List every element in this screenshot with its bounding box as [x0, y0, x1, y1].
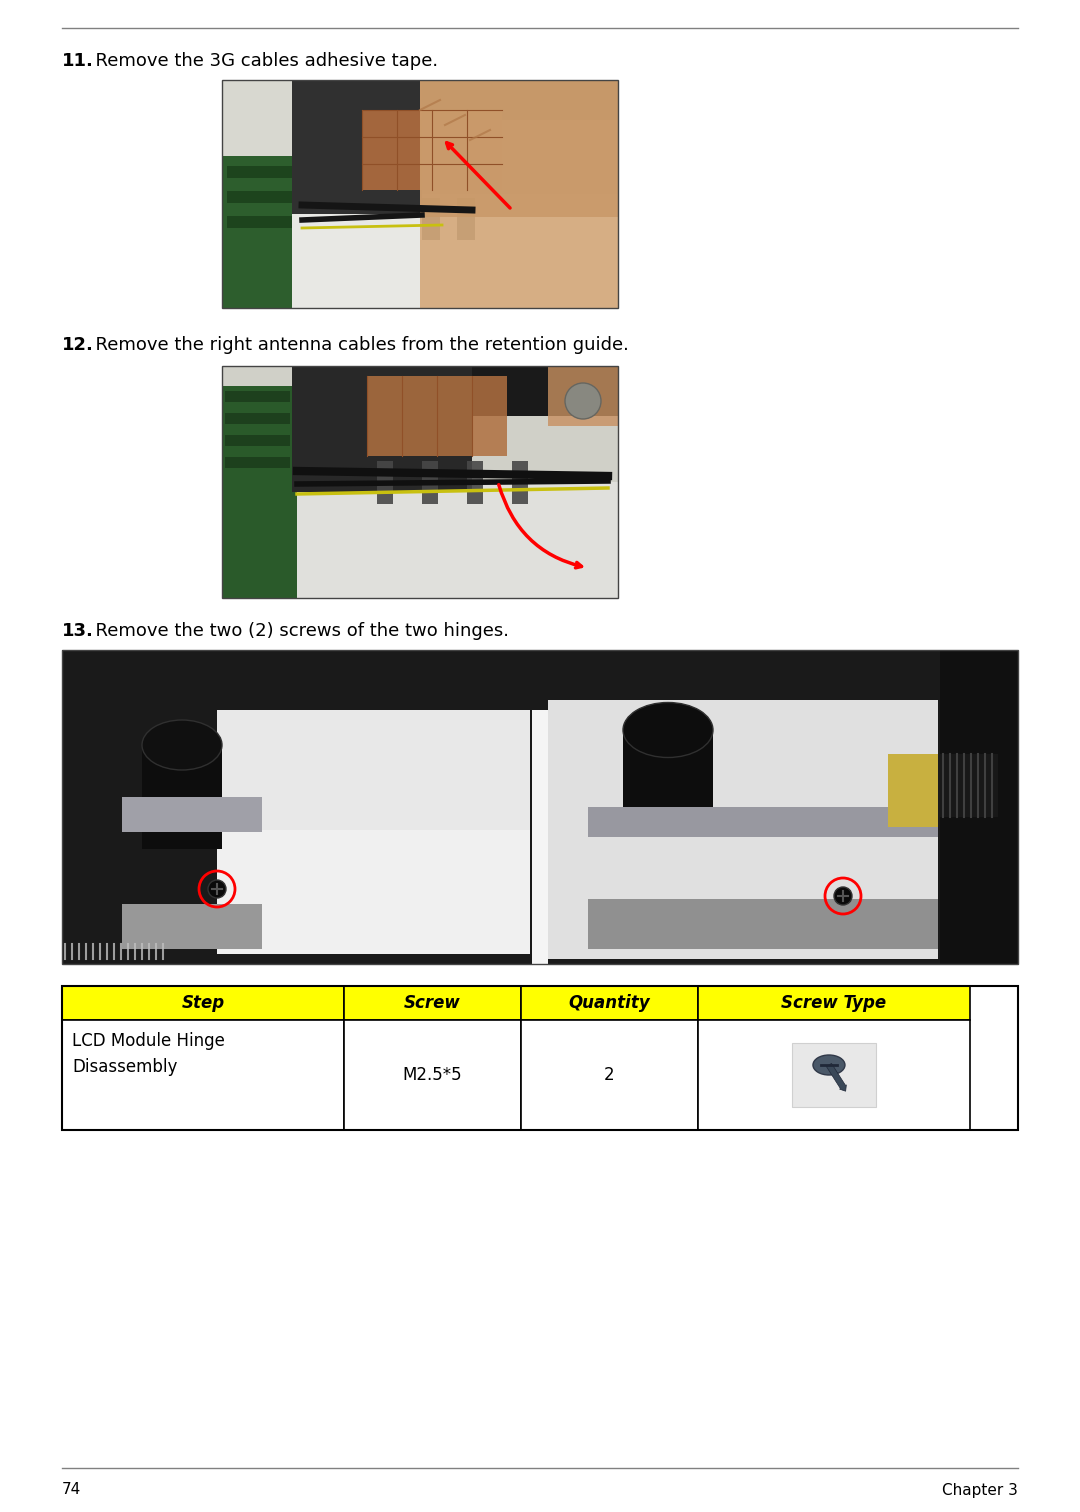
Bar — [345, 1021, 521, 1129]
Bar — [422, 198, 440, 240]
Ellipse shape — [623, 703, 713, 758]
Bar — [122, 797, 262, 832]
Text: 11.: 11. — [62, 51, 94, 70]
Bar — [940, 650, 1018, 965]
Bar — [362, 110, 502, 191]
Bar — [227, 191, 292, 203]
Ellipse shape — [141, 720, 222, 770]
Bar — [521, 986, 698, 1021]
Bar — [698, 986, 970, 1021]
Bar — [698, 1021, 970, 1129]
Text: 74: 74 — [62, 1482, 81, 1497]
Bar — [548, 366, 618, 426]
Bar — [222, 80, 618, 308]
Bar — [420, 80, 618, 308]
Text: Screw Type: Screw Type — [782, 993, 887, 1012]
Text: 12.: 12. — [62, 336, 94, 354]
Bar — [345, 986, 521, 1021]
Bar — [62, 650, 1018, 965]
Bar — [457, 198, 475, 240]
Text: 13.: 13. — [62, 621, 94, 640]
Bar — [940, 754, 998, 816]
Text: 2: 2 — [604, 1066, 615, 1084]
Text: M2.5*5: M2.5*5 — [403, 1066, 462, 1084]
Bar — [62, 650, 1018, 965]
FancyArrow shape — [826, 1063, 847, 1092]
Bar — [222, 386, 297, 599]
Bar — [512, 461, 528, 503]
Bar — [62, 986, 1018, 1129]
Text: LCD Module Hinge
Disassembly: LCD Module Hinge Disassembly — [72, 1033, 225, 1077]
Circle shape — [565, 383, 600, 419]
Bar — [588, 900, 939, 950]
Bar — [62, 986, 345, 1021]
Bar — [292, 366, 618, 416]
Bar — [422, 461, 438, 503]
Bar — [532, 711, 548, 965]
Bar — [292, 194, 618, 308]
Bar — [623, 730, 713, 835]
Ellipse shape — [813, 1055, 845, 1075]
Bar — [521, 1021, 698, 1129]
Bar — [217, 711, 530, 954]
Bar — [62, 1021, 345, 1129]
Bar — [222, 366, 618, 599]
Text: Remove the two (2) screws of the two hinges.: Remove the two (2) screws of the two hin… — [84, 621, 509, 640]
Bar — [292, 80, 618, 308]
Bar — [141, 745, 222, 850]
Bar — [222, 366, 618, 599]
Text: Remove the right antenna cables from the retention guide.: Remove the right antenna cables from the… — [84, 336, 629, 354]
Bar — [367, 376, 507, 457]
Bar — [217, 830, 530, 954]
Circle shape — [208, 880, 226, 898]
Bar — [227, 216, 292, 228]
Text: Chapter 3: Chapter 3 — [942, 1482, 1018, 1497]
Bar — [588, 807, 939, 838]
Bar — [225, 413, 291, 423]
Bar — [222, 156, 302, 308]
Bar — [227, 166, 292, 178]
Text: Quantity: Quantity — [568, 993, 650, 1012]
Text: Step: Step — [181, 993, 225, 1012]
Text: Remove the 3G cables adhesive tape.: Remove the 3G cables adhesive tape. — [84, 51, 438, 70]
Bar — [292, 80, 618, 119]
Bar — [225, 457, 291, 469]
Bar — [420, 80, 618, 216]
Bar — [292, 482, 618, 599]
Bar — [225, 435, 291, 446]
Text: Screw: Screw — [404, 993, 461, 1012]
Bar — [467, 461, 483, 503]
Circle shape — [834, 888, 852, 906]
Bar — [792, 1043, 876, 1107]
Bar — [888, 754, 939, 827]
Bar — [222, 80, 618, 308]
Bar — [292, 366, 472, 491]
Bar — [548, 700, 939, 959]
Bar — [122, 904, 262, 950]
Bar — [377, 461, 393, 503]
Bar — [292, 80, 422, 215]
Bar — [225, 392, 291, 402]
